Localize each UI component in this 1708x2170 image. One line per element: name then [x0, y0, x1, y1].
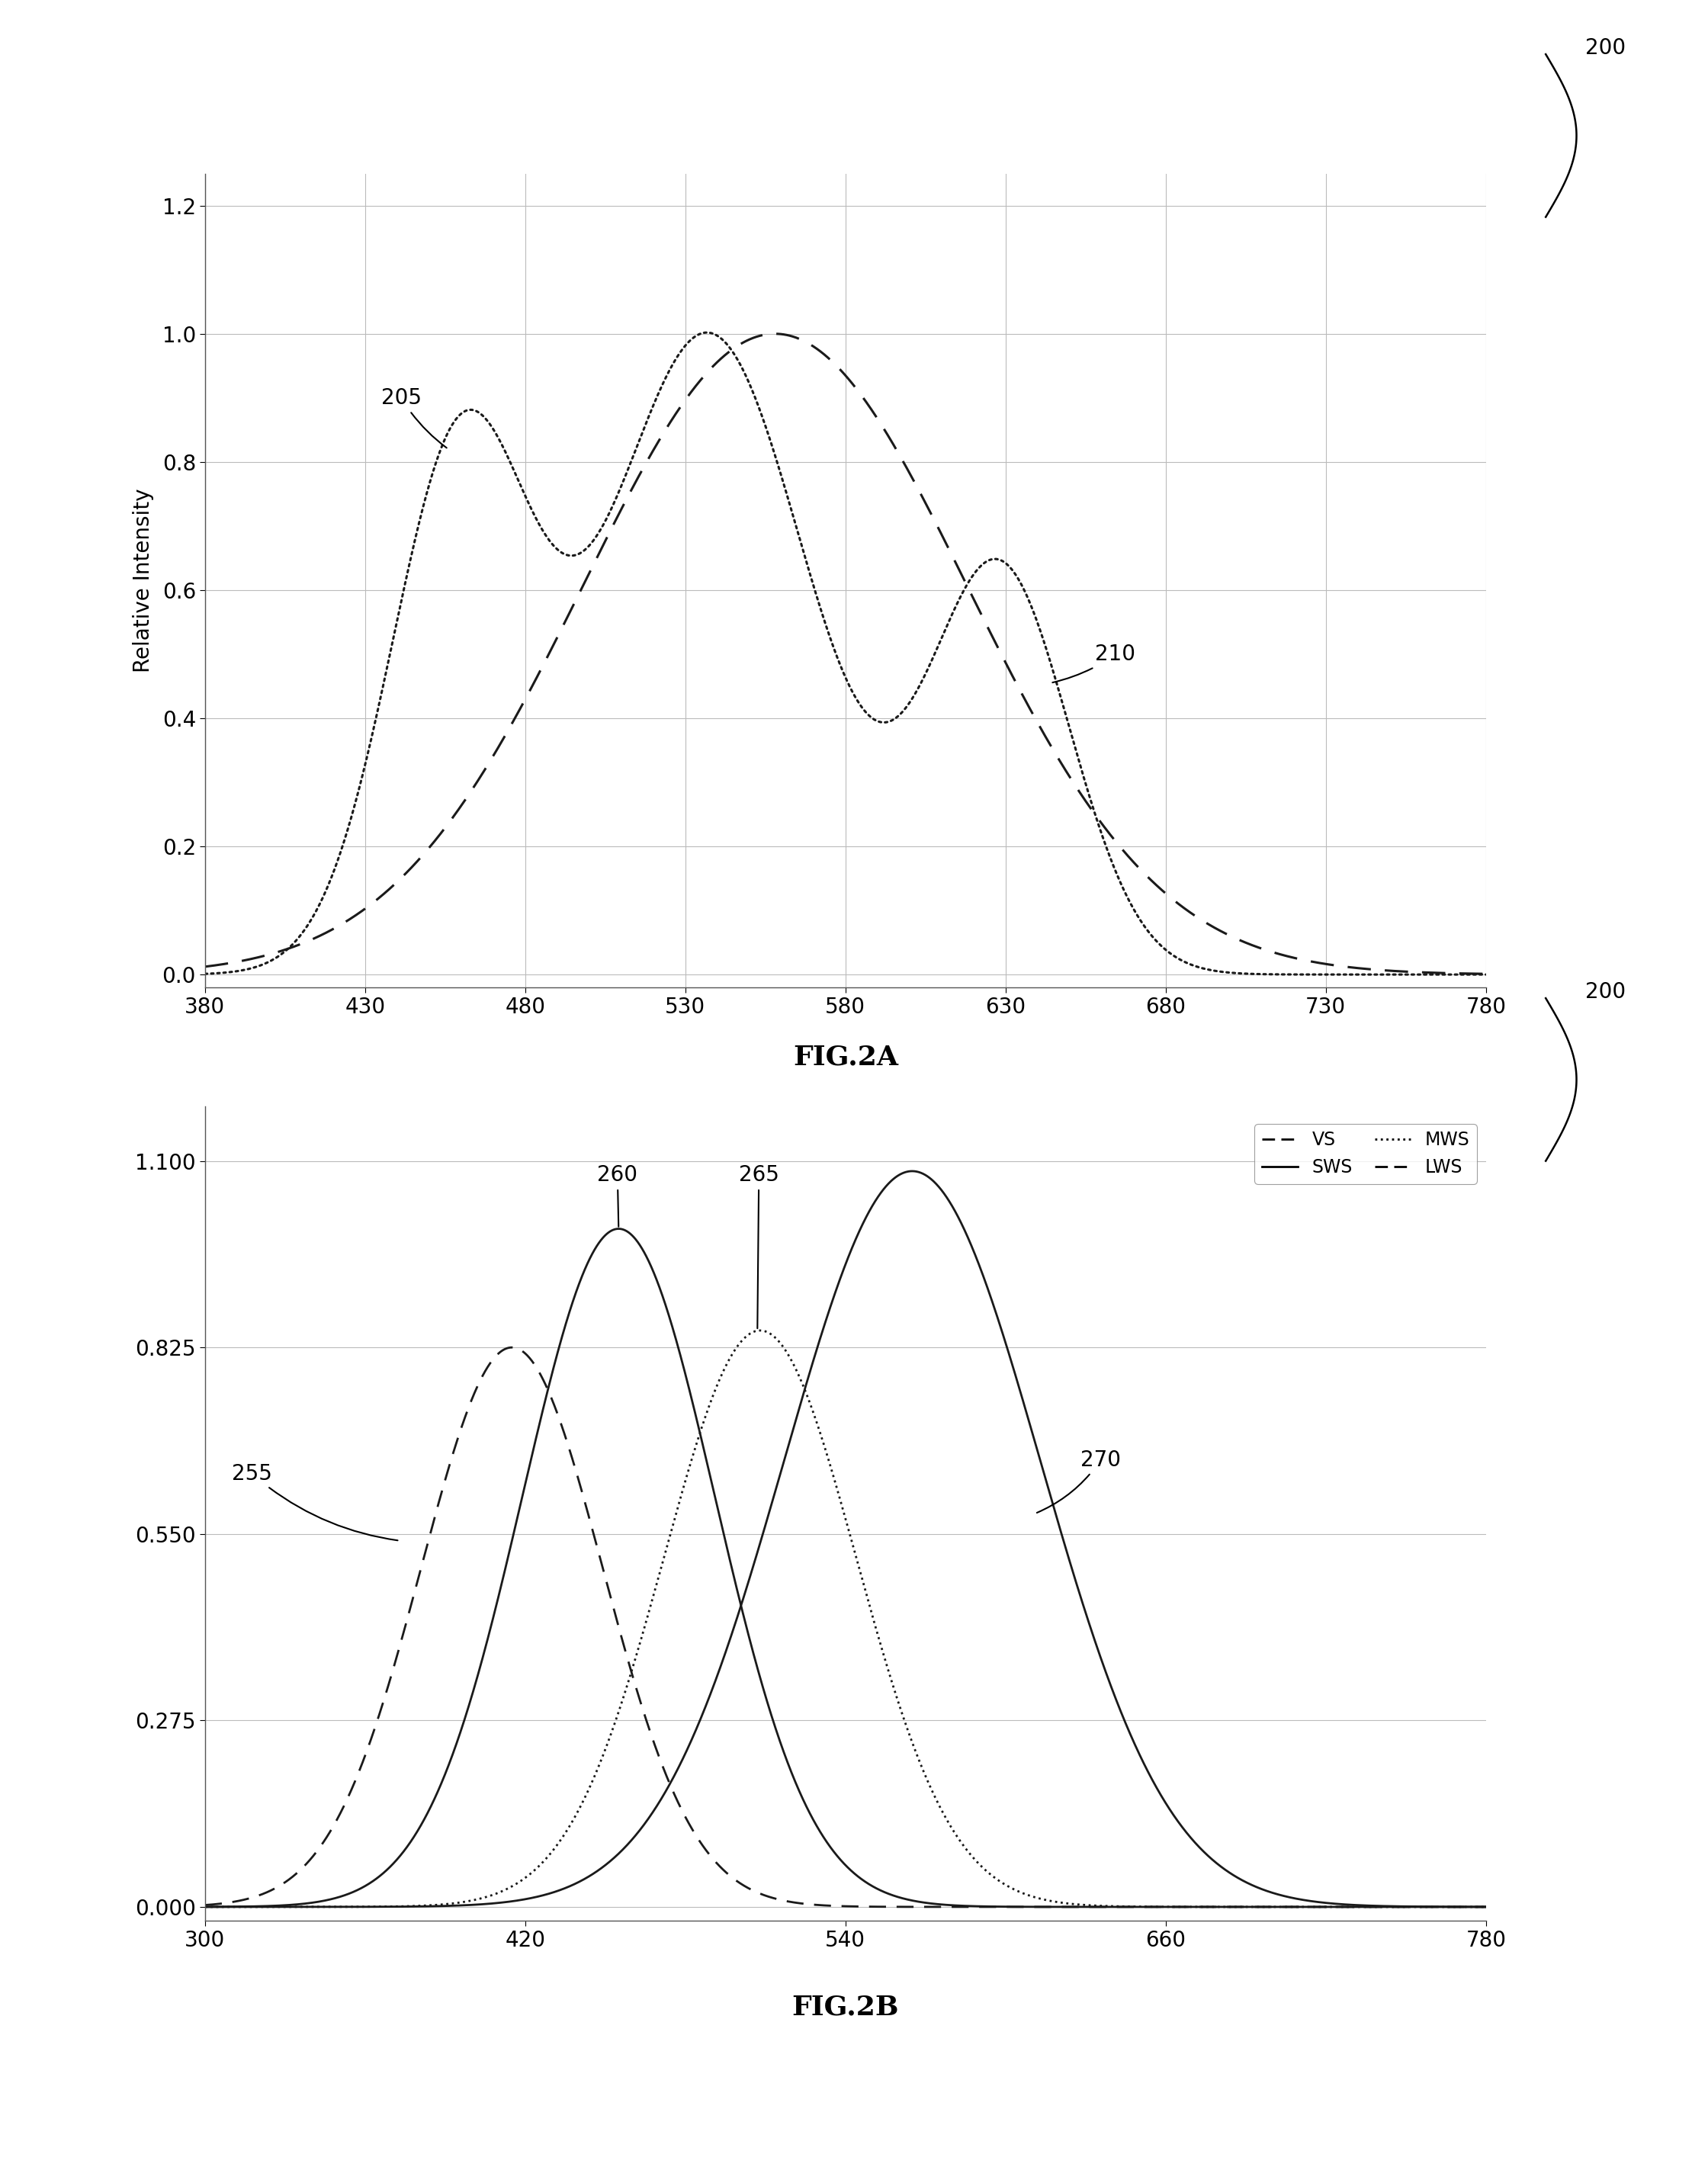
- Y-axis label: Relative Intensity: Relative Intensity: [132, 488, 154, 673]
- Text: 200: 200: [1585, 37, 1626, 59]
- Text: FIG.2A: FIG.2A: [793, 1044, 898, 1070]
- Text: 255: 255: [232, 1463, 398, 1541]
- Text: 205: 205: [381, 388, 447, 447]
- Text: 260: 260: [598, 1165, 637, 1226]
- Text: 270: 270: [1037, 1450, 1120, 1512]
- Text: 265: 265: [738, 1165, 779, 1328]
- Text: FIG.2B: FIG.2B: [793, 1994, 898, 2020]
- Text: 200: 200: [1585, 981, 1626, 1003]
- Text: 210: 210: [1052, 644, 1136, 684]
- Legend: VS, SWS, MWS, LWS: VS, SWS, MWS, LWS: [1255, 1124, 1477, 1185]
